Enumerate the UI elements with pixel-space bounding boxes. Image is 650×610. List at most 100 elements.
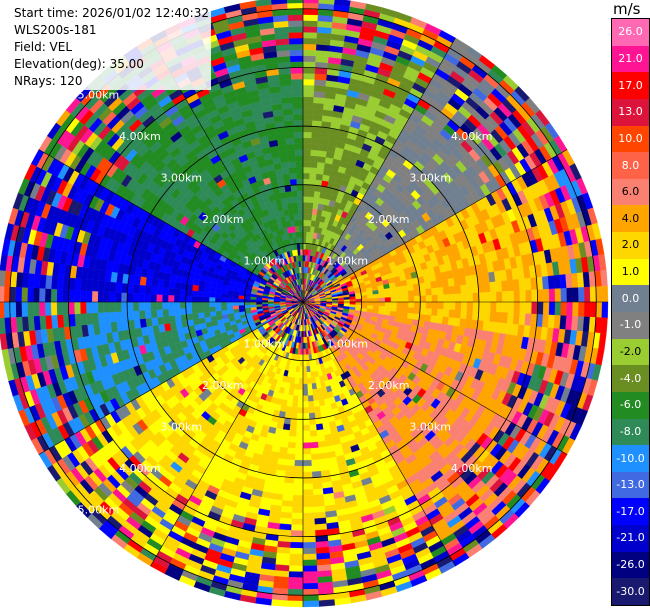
range-gate (295, 442, 304, 449)
range-gate (289, 541, 304, 549)
range-gate (167, 301, 175, 310)
range-gate (312, 114, 323, 122)
range-gate (103, 280, 111, 293)
range-gate (302, 360, 307, 367)
range-gate (44, 288, 52, 303)
range-gate (278, 523, 292, 531)
range-gate (0, 301, 5, 319)
range-gate (295, 436, 304, 443)
range-gate (226, 309, 234, 315)
range-gate (600, 269, 608, 287)
range-gate (436, 279, 444, 289)
range-gate (185, 307, 193, 315)
range-gate (519, 290, 527, 303)
range-gate (302, 243, 307, 250)
range-gate (226, 301, 233, 307)
range-gate (589, 301, 597, 318)
range-gate (68, 289, 75, 303)
range-gate (150, 309, 158, 319)
range-gate (156, 301, 163, 310)
range-gate (15, 301, 23, 318)
range-gate (310, 441, 319, 449)
range-gate (312, 488, 324, 496)
range-gate (578, 301, 585, 317)
range-gate (302, 383, 308, 391)
range-gate (162, 315, 170, 325)
range-gate (85, 301, 93, 314)
range-gate (302, 372, 308, 379)
range-gate (156, 286, 164, 295)
range-gate (208, 301, 216, 308)
range-gate (150, 301, 157, 311)
range-gate (310, 447, 320, 455)
range-gate (151, 317, 159, 327)
range-gate (595, 301, 603, 318)
range-gate (203, 291, 210, 298)
range-gate (507, 301, 515, 314)
range-gate (282, 423, 291, 431)
range-gate (162, 308, 169, 317)
range-gate (431, 301, 439, 310)
range-gate (174, 314, 182, 323)
range-gate (9, 286, 17, 303)
range-gate (537, 289, 544, 303)
range-gate (430, 280, 438, 289)
range-gate (302, 471, 313, 479)
range-gate (291, 406, 298, 414)
range-gate (302, 524, 316, 531)
range-gate (209, 292, 216, 298)
range-gate (286, 600, 304, 608)
range-gate (208, 296, 216, 303)
range-gate (518, 313, 526, 326)
range-gate (162, 279, 170, 289)
range-gate (302, 37, 317, 45)
range-gate (185, 295, 192, 303)
range-gate (310, 453, 320, 461)
range-gate (174, 281, 182, 290)
range-gate (302, 96, 314, 104)
range-gate (293, 477, 304, 484)
range-gate (56, 301, 64, 316)
range-gate (311, 459, 321, 467)
range-gate (496, 291, 503, 303)
range-gate (501, 312, 509, 324)
range-gate (495, 280, 503, 293)
range-gate (302, 407, 309, 414)
range-gate (38, 288, 46, 303)
range-gate (298, 383, 304, 391)
range-gate (281, 494, 294, 502)
range-gate (308, 412, 316, 420)
range-gate (103, 311, 111, 324)
range-gate (289, 553, 304, 561)
range-gate (424, 281, 432, 290)
range-gate (255, 303, 263, 308)
range-gate (287, 441, 296, 449)
range-gate (455, 293, 462, 303)
range-gate (302, 231, 307, 238)
range-gate (279, 440, 289, 449)
range-gate (309, 161, 318, 168)
range-gate (294, 377, 300, 385)
range-gate (291, 506, 304, 514)
range-gate (443, 301, 450, 310)
range-gate (447, 277, 455, 287)
range-gate (302, 536, 316, 543)
range-gate (396, 291, 403, 298)
range-gate (302, 342, 306, 350)
range-gate (501, 291, 509, 303)
range-gate (289, 559, 304, 567)
range-gate (302, 418, 310, 426)
range-gate (185, 301, 192, 309)
range-gate (547, 314, 556, 329)
range-gate (302, 577, 318, 584)
range-gate (109, 311, 117, 323)
range-gate (442, 286, 450, 295)
range-gate (317, 440, 327, 449)
range-gate (307, 208, 313, 215)
range-gate (302, 114, 313, 121)
range-gate (402, 290, 409, 297)
range-gate (524, 277, 532, 291)
range-gate (318, 399, 326, 407)
range-gate (191, 312, 199, 320)
